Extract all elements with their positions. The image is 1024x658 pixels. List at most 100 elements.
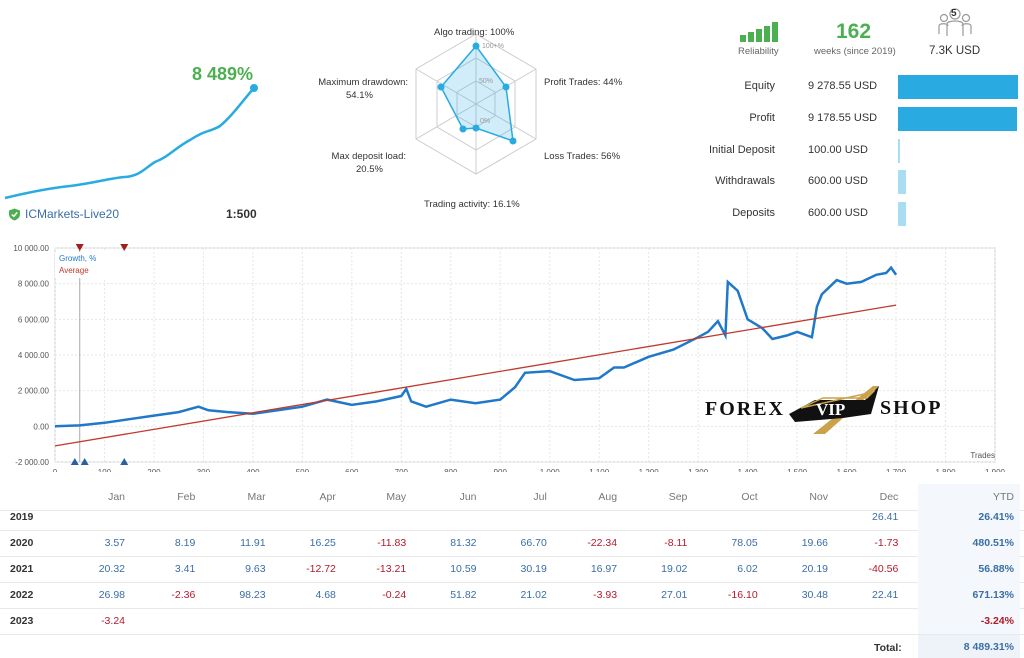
table-row: 2021 20.32 3.41 9.63 -12.72 -13.21 10.59 30.19 1… xyxy=(0,556,1024,583)
table-row: 2019 26.41 26.41% xyxy=(0,504,1024,531)
month-value: 19.02 xyxy=(661,563,688,575)
radar-label-loss-trades: Loss Trades: 56% xyxy=(544,151,621,162)
subscribers-icon: 5 xyxy=(938,6,972,42)
x-tick-label: 1 100 xyxy=(589,468,610,472)
stat-value: 600.00 USD xyxy=(808,207,868,219)
stat-equity: Equity 9 278.55 USD xyxy=(690,75,1020,99)
month-value: 66.70 xyxy=(520,537,547,549)
x-axis-label: Trades xyxy=(970,451,995,460)
ytd-value: 671.13% xyxy=(918,582,1020,608)
month-value: 26.98 xyxy=(98,589,125,601)
legend-growth: Growth, % xyxy=(59,254,96,263)
withdrawal-marker[interactable] xyxy=(120,244,129,251)
year-cell: 2021 xyxy=(10,563,34,575)
subscribers-count: 5 xyxy=(951,8,957,19)
month-value: 16.97 xyxy=(590,563,618,575)
month-header: Dec xyxy=(879,491,899,503)
radar-label-algo: Algo trading: 100% xyxy=(434,27,515,38)
x-tick-label: 400 xyxy=(246,468,260,472)
radar-tick: 0% xyxy=(480,118,491,125)
stat-value: 100.00 USD xyxy=(808,144,868,156)
month-header: Jul xyxy=(533,491,547,503)
legend-average: Average xyxy=(59,266,89,275)
x-tick-label: 1 700 xyxy=(886,468,907,472)
month-value: 21.02 xyxy=(520,589,547,601)
stat-value: 600.00 USD xyxy=(808,175,868,187)
y-tick-label: 6 000.00 xyxy=(18,315,50,324)
table-row: 2022 26.98 -2.36 98.23 4.68 -0.24 51.82 21.02 -3… xyxy=(0,582,1024,609)
month-value: 10.59 xyxy=(450,563,477,575)
stat-label: Equity xyxy=(744,80,775,92)
month-value: 27.01 xyxy=(661,589,688,601)
month-value: 3.41 xyxy=(174,563,196,575)
month-value: 98.23 xyxy=(239,589,266,601)
deposit-marker[interactable] xyxy=(120,458,129,465)
radar-label-drawdown: Maximum drawdown: 54.1% xyxy=(312,76,408,102)
year-cell: 2020 xyxy=(10,537,34,549)
y-tick-label: 0.00 xyxy=(33,422,49,431)
reliability-bars-icon xyxy=(740,22,778,42)
table-row: 2020 3.57 8.19 11.91 16.25 -11.83 81.32 66.70 -2… xyxy=(0,530,1024,557)
deposit-load-value: 20.5% xyxy=(356,164,383,175)
month-header: Jan xyxy=(108,491,125,503)
month-value: 20.19 xyxy=(801,563,828,575)
month-value: -22.34 xyxy=(587,537,618,549)
radar-label-activity: Trading activity: 16.1% xyxy=(424,199,520,210)
month-value: -3.24 xyxy=(101,615,125,627)
x-tick-label: 1 800 xyxy=(936,468,957,472)
growth-sparkline xyxy=(4,84,258,200)
average-line xyxy=(54,304,897,447)
x-tick-label: 1 400 xyxy=(738,468,759,472)
year-cell: 2019 xyxy=(10,511,34,523)
weeks-label: weeks (since 2019) xyxy=(814,46,896,57)
month-value: 81.32 xyxy=(450,537,477,549)
reliability-label: Reliability xyxy=(738,46,779,57)
stat-bar xyxy=(898,170,906,194)
x-tick-label: 1 600 xyxy=(837,468,858,472)
drawdown-value: 54.1% xyxy=(346,90,373,101)
year-cell: 2023 xyxy=(10,615,34,627)
ytd-value: 56.88% xyxy=(918,556,1020,582)
x-tick-label: 200 xyxy=(147,468,161,472)
verified-shield-icon xyxy=(9,208,20,220)
month-value: -0.24 xyxy=(382,589,407,601)
stat-initial-deposit: Initial Deposit 100.00 USD xyxy=(690,139,1020,163)
month-value: 26.41 xyxy=(872,511,899,523)
x-tick-label: 100 xyxy=(98,468,112,472)
deposit-marker[interactable] xyxy=(70,458,79,465)
radar-point xyxy=(472,124,480,132)
radar-tick: 100+% xyxy=(482,43,504,50)
month-value: -13.21 xyxy=(376,563,407,575)
month-header: Oct xyxy=(741,491,758,503)
x-tick-label: 0 xyxy=(53,468,58,472)
chart-series xyxy=(54,265,898,447)
month-value: 51.82 xyxy=(450,589,477,601)
table-row: 2023 -3.24 -3.24% xyxy=(0,608,1024,635)
logo-text-middle: VIP xyxy=(816,400,845,419)
growth-percent: 8 489% xyxy=(192,64,254,84)
users-icon xyxy=(938,8,972,36)
radar-point xyxy=(437,83,445,91)
stat-label: Profit xyxy=(749,112,775,124)
deposit-marker[interactable] xyxy=(80,458,89,465)
month-value: 9.63 xyxy=(245,563,266,575)
total-value-cell: 8 489.31% xyxy=(918,635,1020,658)
broker-server[interactable]: ICMarkets-Live20 xyxy=(8,207,119,221)
x-tick-label: 1 900 xyxy=(985,468,1006,472)
month-value: 6.02 xyxy=(737,563,758,575)
stat-label: Deposits xyxy=(732,207,775,219)
x-tick-label: 1 300 xyxy=(688,468,709,472)
month-header: Feb xyxy=(177,491,196,503)
logo-text-right: SHOP xyxy=(880,397,942,419)
total-label: Total: xyxy=(874,642,902,654)
y-tick-label: 2 000.00 xyxy=(18,387,50,396)
ytd-value: -3.24% xyxy=(918,608,1020,634)
month-value: -12.72 xyxy=(306,563,336,575)
month-value: 19.66 xyxy=(801,537,828,549)
x-tick-label: 300 xyxy=(197,468,211,472)
stat-deposits: Deposits 600.00 USD xyxy=(690,202,1020,226)
year-cell: 2022 xyxy=(10,589,34,601)
radar-point xyxy=(459,125,467,133)
chart-grid xyxy=(54,247,996,463)
withdrawal-marker[interactable] xyxy=(75,244,84,251)
